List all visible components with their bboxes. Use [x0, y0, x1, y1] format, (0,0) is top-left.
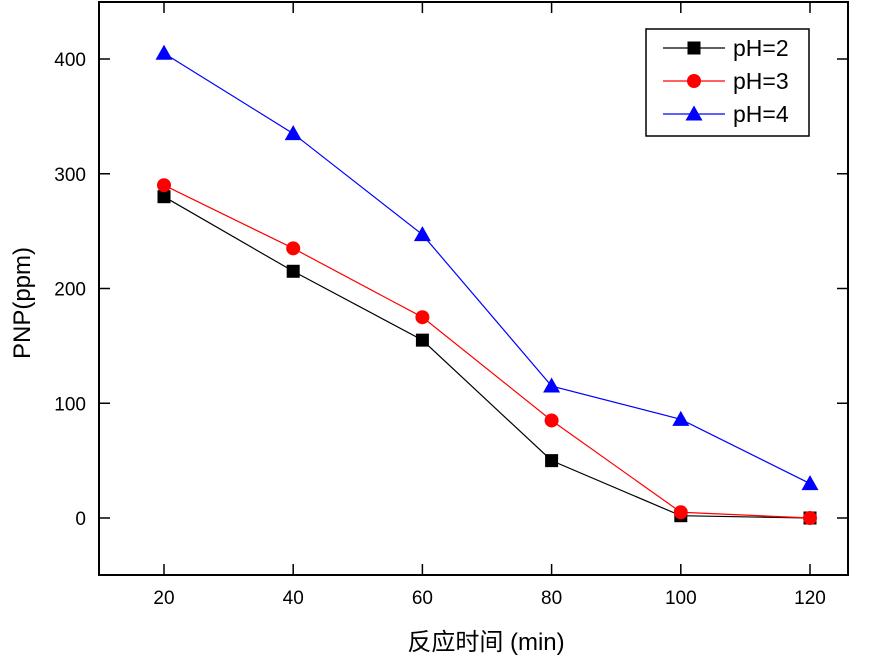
data-point [673, 505, 688, 520]
legend-marker [685, 105, 703, 121]
x-axis-title: 反应时间 (min) [407, 629, 564, 656]
series-line [163, 184, 811, 519]
x-tick-label: 40 [283, 588, 304, 609]
data-point [284, 125, 302, 141]
data-point [545, 454, 559, 468]
data-point [415, 310, 430, 325]
y-tick-label: 100 [54, 394, 86, 415]
data-point [672, 410, 690, 426]
series-pH=2 [157, 190, 817, 525]
data-point [155, 44, 173, 60]
y-tick-label: 0 [75, 509, 86, 530]
data-point [543, 377, 561, 393]
y-axis-title: PNP(ppm) [9, 247, 36, 359]
legend-item: pH=3 [663, 68, 789, 94]
x-tick-label: 80 [541, 588, 562, 609]
legend-marker [687, 74, 701, 88]
data-point [544, 413, 559, 428]
legend-label: pH=2 [733, 35, 789, 61]
x-tick-label: 60 [412, 588, 433, 609]
legend-item: pH=4 [663, 101, 789, 127]
series-line [163, 52, 811, 485]
legend-box [645, 28, 810, 137]
data-point [801, 475, 819, 491]
data-point [413, 226, 431, 242]
y-tick-label: 400 [54, 50, 86, 71]
legend: pH=2 pH=3 pH=4 [645, 28, 810, 137]
data-point [415, 333, 429, 347]
x-tick-label: 120 [794, 588, 826, 609]
series-line [163, 196, 811, 519]
data-point [803, 511, 817, 525]
legend-label: pH=3 [733, 68, 789, 94]
y-tick-label: 300 [54, 165, 86, 186]
y-tick-label: 200 [54, 280, 86, 301]
x-tick-label: 100 [665, 588, 697, 609]
series-pH=3 [157, 178, 817, 525]
data-point [286, 241, 301, 256]
legend-label: pH=4 [733, 101, 789, 127]
legend-item: pH=2 [663, 35, 789, 61]
data-point [286, 264, 300, 278]
legend-marker [687, 41, 701, 55]
data-point [157, 178, 171, 193]
x-tick-label: 20 [153, 588, 174, 609]
data-point [157, 190, 171, 204]
series-pH=4 [155, 44, 819, 491]
